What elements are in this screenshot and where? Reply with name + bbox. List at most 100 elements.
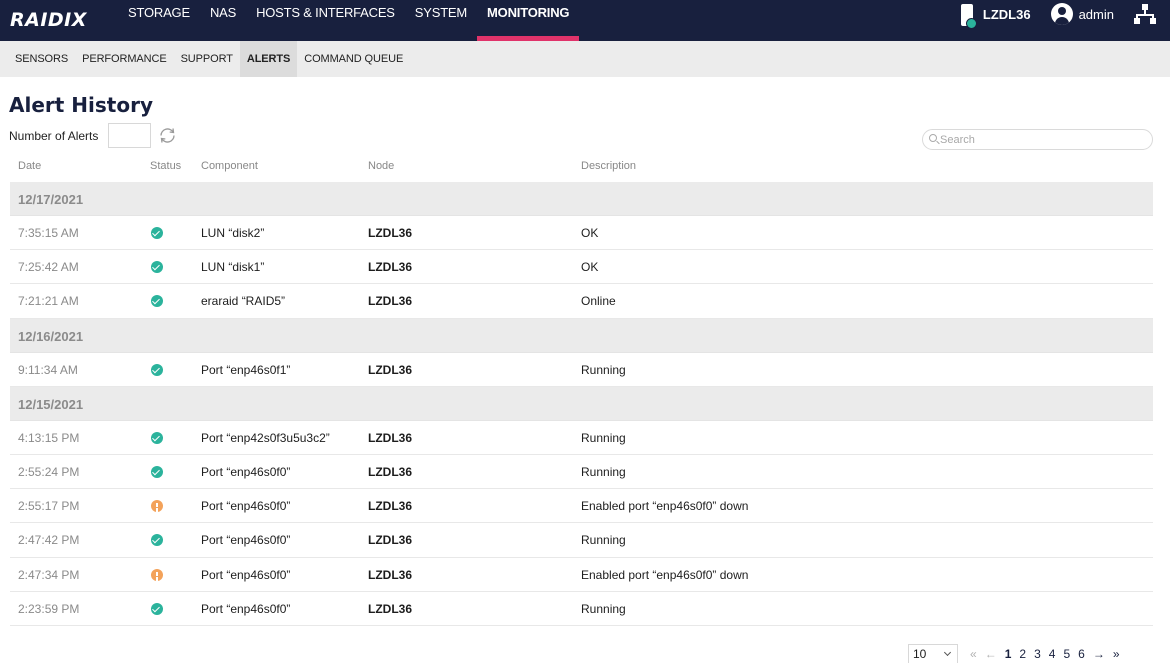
alert-node: LZDL36	[368, 430, 413, 445]
alert-component: LUN “disk2”	[201, 226, 265, 240]
table-row[interactable]: 2:55:17 PM Port “enp46s0f0” LZDL36 Enabled …	[10, 489, 1153, 524]
page-number-button[interactable]: 3	[1034, 647, 1041, 661]
table-row[interactable]: 9:11:34 AM Port “enp46s0f1” LZDL36 Running	[10, 353, 1153, 387]
alert-description: Running	[581, 464, 626, 479]
user-circle-icon	[1050, 3, 1073, 25]
page-number-button[interactable]: 4	[1048, 647, 1056, 661]
check-circle-icon	[151, 261, 163, 274]
sub-nav: SENSORS PERFORMANCE SUPPORT ALERTS COMMA…	[0, 41, 1170, 77]
per-page-select[interactable]: 10	[908, 644, 958, 663]
nav-monitoring[interactable]: MONITORING	[477, 0, 580, 41]
group-date: 12/17/2021	[18, 192, 84, 207]
alert-time: 7:25:42 AM	[18, 260, 79, 275]
page-number-button[interactable]: 5	[1063, 647, 1071, 661]
column-header-date[interactable]: Date	[18, 160, 42, 172]
tab-alerts[interactable]: ALERTS	[239, 41, 298, 77]
alert-description: OK	[581, 260, 599, 275]
alert-time: 2:47:34 PM	[18, 567, 80, 582]
alert-description: Running	[581, 430, 626, 445]
number-of-alerts-input[interactable]	[108, 123, 151, 148]
table-row[interactable]: 2:23:59 PM Port “enp46s0f0” LZDL36 Running	[10, 592, 1153, 626]
date-group-row: 12/15/2021	[10, 386, 1153, 421]
check-circle-icon	[151, 363, 163, 376]
node-selector[interactable]: LZDL36	[960, 0, 1051, 29]
logo-text: RAIDIX	[10, 9, 87, 31]
node-name: LZDL36	[982, 6, 1031, 22]
main-nav: STORAGE NAS HOSTS & INTERFACES SYSTEM MO…	[118, 0, 580, 41]
alert-component: Port “enp46s0f0”	[201, 499, 291, 514]
check-circle-icon	[151, 534, 163, 547]
check-circle-icon	[151, 431, 163, 444]
refresh-icon[interactable]	[157, 126, 178, 145]
table-row[interactable]: 7:21:21 AM eraraid “RAID5” LZDL36 Online	[10, 284, 1153, 319]
alert-time: 4:13:15 PM	[18, 430, 80, 445]
alert-node: LZDL36	[368, 362, 413, 377]
nav-nas[interactable]: NAS	[209, 5, 237, 20]
page-number-button[interactable]: 2	[1019, 647, 1027, 661]
alert-description: Running	[581, 362, 626, 377]
nav-storage[interactable]: STORAGE	[128, 5, 190, 20]
alert-time: 2:47:42 PM	[18, 533, 80, 548]
top-bar: RAIDIX STORAGE NAS HOSTS & INTERFACES SY…	[0, 0, 1170, 41]
alert-description: Enabled port “enp46s0f0” down	[581, 499, 749, 514]
first-page-button[interactable]: «	[970, 647, 977, 661]
search-input[interactable]	[940, 130, 1140, 149]
alert-time: 7:21:21 AM	[18, 294, 79, 309]
table-row[interactable]: 4:13:15 PM Port “enp42s0f3u5u3c2” LZDL36 Ru…	[10, 421, 1153, 455]
exclamation-circle-icon	[151, 568, 163, 581]
number-of-alerts-label: Number of Alerts	[9, 129, 99, 143]
column-header-description[interactable]: Description	[581, 160, 637, 172]
alert-node: LZDL36	[368, 260, 413, 275]
alert-description: Online	[581, 294, 616, 309]
search-icon	[929, 134, 937, 142]
tab-performance[interactable]: PERFORMANCE	[82, 53, 167, 65]
next-page-button[interactable]: →	[1092, 647, 1105, 661]
date-group-row: 12/17/2021	[10, 182, 1153, 216]
alert-component: Port “enp46s0f0”	[201, 567, 291, 582]
check-circle-icon	[151, 465, 163, 478]
alert-description: OK	[581, 226, 599, 240]
tab-sensors[interactable]: SENSORS	[15, 53, 69, 65]
per-page-value: 10	[913, 647, 927, 661]
date-group-row: 12/16/2021	[10, 318, 1153, 353]
column-header-status[interactable]: Status	[150, 160, 182, 172]
alert-time: 7:35:15 AM	[18, 226, 79, 240]
tab-support[interactable]: SUPPORT	[180, 53, 233, 65]
alert-component: Port “enp46s0f0”	[201, 601, 291, 616]
last-page-button[interactable]: »	[1112, 647, 1120, 661]
network-icon[interactable]	[1134, 4, 1156, 24]
group-date: 12/16/2021	[18, 328, 84, 344]
table-row[interactable]: 2:47:34 PM Port “enp46s0f0” LZDL36 Enabled …	[10, 558, 1153, 592]
alert-description: Enabled port “enp46s0f0” down	[581, 567, 749, 582]
raidix-logo[interactable]: RAIDIX	[10, 9, 87, 31]
page-number-button[interactable]: 1	[1004, 647, 1012, 661]
user-menu[interactable]: admin	[1050, 0, 1134, 28]
user-name: admin	[1078, 6, 1114, 22]
column-header-component[interactable]: Component	[201, 160, 258, 172]
search-box[interactable]	[922, 129, 1153, 150]
alert-component: Port “enp46s0f0”	[201, 533, 291, 548]
nav-hosts-interfaces[interactable]: HOSTS & INTERFACES	[256, 5, 395, 20]
alert-node: LZDL36	[368, 226, 413, 240]
table-row[interactable]: 2:47:42 PM Port “enp46s0f0” LZDL36 Running	[10, 523, 1153, 558]
tab-command-queue[interactable]: COMMAND QUEUE	[304, 53, 404, 65]
top-right-controls: LZDL36 admin	[960, 0, 1170, 41]
alert-component: Port “enp46s0f1”	[201, 362, 291, 377]
page-number-button[interactable]: 6	[1078, 647, 1085, 661]
exclamation-circle-icon	[151, 500, 163, 513]
table-row[interactable]: 2:55:24 PM Port “enp46s0f0” LZDL36 Running	[10, 455, 1153, 490]
alert-node: LZDL36	[368, 294, 413, 309]
table-row[interactable]: 7:25:42 AM LUN “disk1” LZDL36 OK	[10, 250, 1153, 285]
alert-component: eraraid “RAID5”	[201, 294, 286, 309]
alert-time: 2:23:59 PM	[18, 601, 80, 616]
nav-system[interactable]: SYSTEM	[414, 5, 468, 20]
table-row[interactable]: 7:35:15 AM LUN “disk2” LZDL36 OK	[10, 216, 1153, 251]
column-header-node[interactable]: Node	[368, 160, 395, 172]
alert-component: Port “enp46s0f0”	[201, 464, 291, 479]
check-circle-icon	[151, 227, 163, 239]
alert-node: LZDL36	[368, 533, 413, 548]
chevron-down-icon	[943, 648, 952, 657]
prev-page-button[interactable]: ←	[984, 647, 997, 661]
